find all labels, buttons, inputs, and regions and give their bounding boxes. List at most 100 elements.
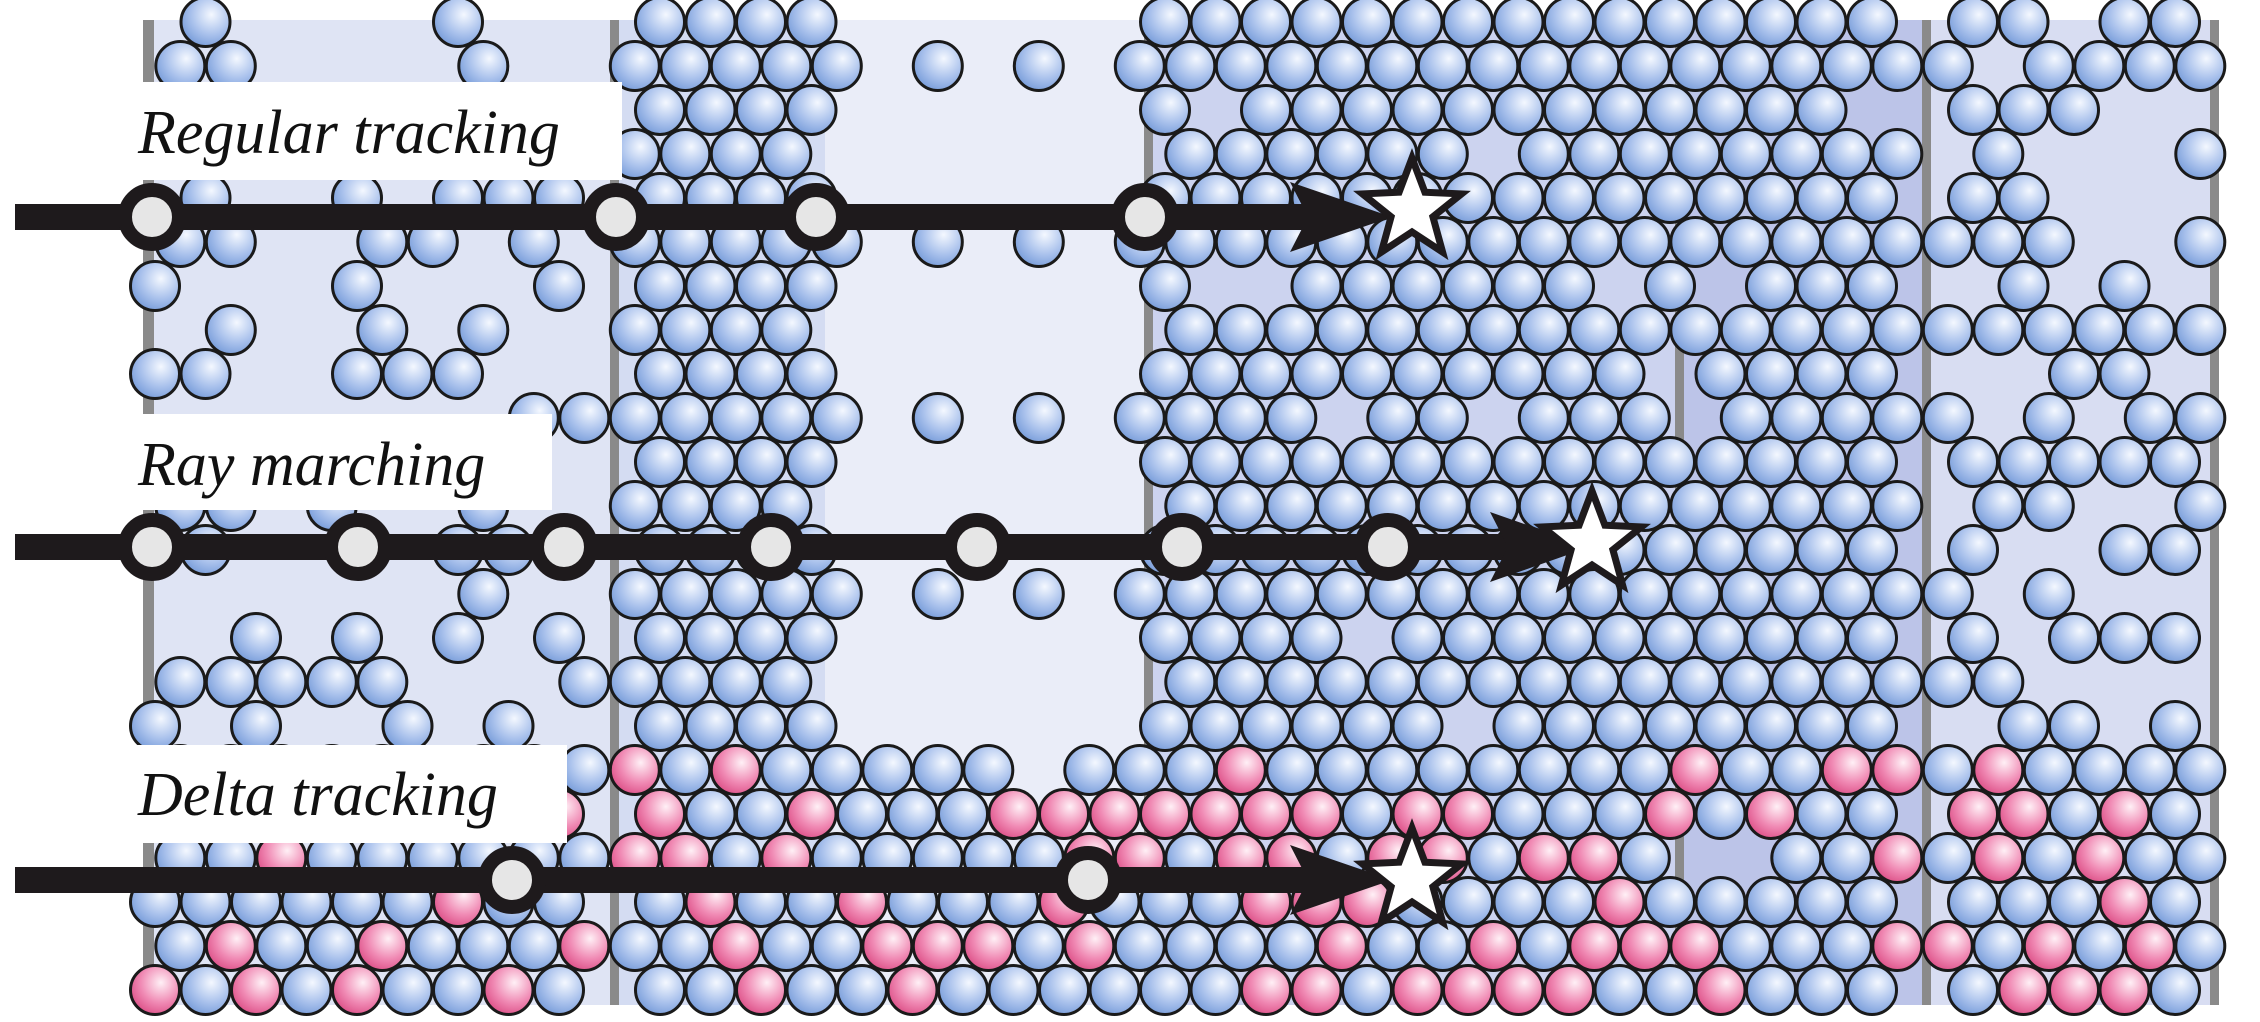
- particle-blue: [1442, 260, 1494, 312]
- boundary-bar: [1922, 20, 1931, 1005]
- particle-blue: [1492, 172, 1545, 224]
- particle-blue: [1517, 656, 1570, 708]
- particle-pink: [861, 920, 914, 972]
- particle-pink: [1038, 788, 1090, 840]
- particle-blue: [1139, 84, 1191, 136]
- particle-blue: [1088, 964, 1141, 1016]
- particle-blue: [1416, 744, 1469, 796]
- particle-blue: [785, 436, 838, 488]
- particle-blue: [1745, 172, 1797, 224]
- particle-blue: [1921, 40, 1974, 92]
- particle-blue: [2098, 348, 2151, 400]
- particle-blue: [1770, 920, 1823, 972]
- particle-blue: [1593, 788, 1646, 840]
- particle-blue: [1265, 128, 1318, 180]
- particle-pink: [1618, 920, 1671, 972]
- arrow-icon: [1290, 182, 1392, 252]
- particle-blue: [1315, 568, 1368, 620]
- particle-blue: [1795, 172, 1848, 224]
- particle-blue: [634, 348, 686, 400]
- particle-blue: [1745, 348, 1797, 400]
- particle-blue: [785, 964, 838, 1016]
- particle-pink: [1492, 964, 1545, 1016]
- particle-blue: [1947, 876, 1999, 928]
- particle-blue: [659, 392, 712, 444]
- particle-pink: [1543, 964, 1595, 1016]
- particle-blue: [962, 744, 1015, 796]
- particle-blue: [785, 260, 838, 312]
- particle-blue: [1947, 436, 1999, 488]
- particle-blue: [1442, 84, 1494, 136]
- particle-blue: [1568, 744, 1621, 796]
- particle-pink: [709, 744, 762, 796]
- particle-blue: [2098, 436, 2151, 488]
- particle-blue: [1846, 0, 1898, 48]
- particle-blue: [1467, 656, 1520, 708]
- particle-blue: [709, 40, 762, 92]
- particle-blue: [1921, 392, 1974, 444]
- particle-blue: [1164, 40, 1217, 92]
- particle-blue: [1997, 700, 2050, 752]
- particle-blue: [1770, 304, 1823, 356]
- particle-blue: [684, 700, 737, 752]
- particle-blue: [1568, 392, 1621, 444]
- particle-pink: [785, 788, 838, 840]
- particle-blue: [1543, 788, 1595, 840]
- label-box: [122, 745, 567, 843]
- particle-blue: [684, 436, 737, 488]
- sample-points: [118, 183, 1179, 251]
- particle-blue: [1543, 0, 1595, 48]
- particle-blue: [1543, 612, 1595, 664]
- particle-blue: [608, 656, 661, 708]
- particle-blue: [735, 0, 787, 48]
- circle-marker-icon: [478, 846, 546, 914]
- particle-blue: [2098, 0, 2151, 48]
- particle-blue: [1113, 744, 1166, 796]
- particle-blue: [1265, 744, 1318, 796]
- particle-blue: [1846, 260, 1898, 312]
- particle-pink: [1240, 788, 1292, 840]
- particle-blue: [558, 744, 611, 796]
- particle-blue: [1795, 876, 1848, 928]
- particle-blue: [1593, 612, 1646, 664]
- particle-blue: [1871, 128, 1924, 180]
- particle-blue: [1164, 392, 1217, 444]
- particle-blue: [1315, 128, 1368, 180]
- particle-blue: [1517, 744, 1570, 796]
- particle-blue: [1846, 436, 1898, 488]
- particle-blue: [2073, 304, 2126, 356]
- particle-blue: [1795, 964, 1848, 1016]
- particle-blue: [937, 788, 989, 840]
- particle-blue: [1846, 788, 1898, 840]
- particle-blue: [1391, 0, 1444, 48]
- particle-blue: [659, 568, 712, 620]
- particle-blue: [1391, 436, 1444, 488]
- particle-blue: [1214, 40, 1267, 92]
- label-box: [122, 414, 552, 510]
- particle-blue: [785, 348, 838, 400]
- particle-blue: [1921, 656, 1974, 708]
- particle-blue: [204, 656, 257, 708]
- particle-blue: [1492, 876, 1545, 928]
- particle-blue: [659, 656, 712, 708]
- particle-blue: [1290, 348, 1343, 400]
- particle-blue: [1921, 304, 1974, 356]
- circle-marker-icon: [118, 513, 186, 581]
- particle-blue: [1492, 612, 1545, 664]
- particle-blue: [1618, 656, 1671, 708]
- particle-blue: [1947, 0, 1999, 48]
- particle-blue: [2149, 524, 2201, 576]
- particle-blue: [1366, 40, 1419, 92]
- particle-blue: [1745, 436, 1797, 488]
- particle-blue: [1745, 612, 1797, 664]
- particle-blue: [1947, 524, 1999, 576]
- particle-pink: [331, 964, 383, 1016]
- particle-pink: [204, 920, 257, 972]
- particle-blue: [1416, 40, 1469, 92]
- particle-blue: [1795, 0, 1848, 48]
- particle-blue: [1719, 656, 1772, 708]
- particle-blue: [1618, 744, 1671, 796]
- particle-blue: [760, 920, 813, 972]
- particle-blue: [1568, 216, 1621, 268]
